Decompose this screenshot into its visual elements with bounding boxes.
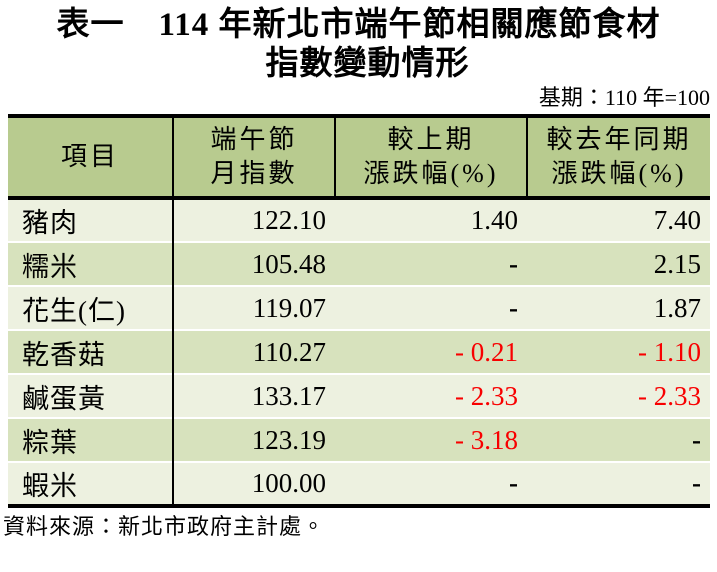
- table-row: 乾香菇 110.27 - 0.21 - 1.10: [8, 329, 710, 374]
- header-yoy-label-line1: 較去年同期: [546, 125, 692, 154]
- item-cell: 鹹蛋黃: [8, 373, 174, 418]
- yoy-cell: 2.15: [527, 241, 710, 286]
- yoy-cell: -: [527, 461, 710, 506]
- item-cell: 粽葉: [8, 417, 174, 462]
- table-row: 花生(仁) 119.07 - 1.87: [8, 285, 710, 330]
- header-row: 項目 端午節 月指數 較上期 漲跌幅(%) 較去年同期 漲跌幅(%): [8, 116, 710, 200]
- table-row: 蝦米 100.00 - -: [8, 461, 710, 506]
- table-title-line2: 指數變動情形: [265, 46, 470, 82]
- index-cell: 122.10: [251, 205, 326, 235]
- food-index-table: 項目 端午節 月指數 較上期 漲跌幅(%) 較去年同期 漲跌幅(%) 豬肉: [8, 114, 710, 508]
- yoy-cell: - 1.10: [527, 329, 710, 374]
- mom-cell: - 2.33: [335, 373, 527, 418]
- mom-cell: -: [335, 285, 527, 330]
- header-item-label: 項目: [60, 142, 119, 171]
- index-cell: 110.27: [173, 329, 335, 374]
- header-yoy-label-line2: 漲跌幅(%): [551, 159, 687, 188]
- mom-cell: - 0.21: [335, 329, 527, 374]
- mom-cell: - 3.18: [335, 417, 527, 462]
- table-title-line1: 表一 114 年新北市端午節相關應節食材: [56, 7, 661, 43]
- item-cell: 花生(仁): [8, 285, 174, 330]
- index-cell: 119.07: [173, 285, 335, 330]
- table-row: 粽葉 123.19 - 3.18 -: [8, 417, 710, 462]
- header-cell-mom: 較上期 漲跌幅(%): [335, 116, 528, 200]
- header-cell-item: 項目: [8, 116, 174, 200]
- index-cell: 105.48: [173, 241, 335, 286]
- table-row: 鹹蛋黃 133.17 - 2.33 - 2.33: [8, 373, 710, 418]
- header-mom-label-line2: 漲跌幅(%): [363, 159, 499, 188]
- index-cell: 100.00: [173, 461, 335, 506]
- item-cell: 蝦米: [8, 461, 174, 506]
- yoy-cell: -: [527, 417, 710, 462]
- index-cell: 123.19: [173, 417, 335, 462]
- mom-cell: 1.40: [470, 205, 518, 235]
- header-index-label-line2: 月指數: [210, 159, 298, 188]
- item-cell: 豬肉: [8, 198, 174, 242]
- header-mom-label-line1: 較上期: [387, 125, 475, 154]
- header-cell-index: 端午節 月指數: [173, 116, 336, 200]
- table-row: 糯米 105.48 - 2.15: [8, 241, 710, 286]
- table-header: 項目 端午節 月指數 較上期 漲跌幅(%) 較去年同期 漲跌幅(%): [8, 116, 710, 200]
- header-cell-yoy: 較去年同期 漲跌幅(%): [527, 116, 710, 200]
- base-period-note: 基期：110 年=100: [538, 85, 710, 110]
- header-index-label-line1: 端午節: [210, 125, 298, 154]
- mom-cell: -: [335, 461, 527, 506]
- yoy-cell: 1.87: [527, 285, 710, 330]
- table-title: 表一 114 年新北市端午節相關應節食材 指數變動情形: [0, 6, 717, 84]
- table-body: 豬肉 122.10 1.40 7.40 糯米 105.48 - 2.15 花生(…: [8, 198, 710, 506]
- mom-cell: -: [335, 241, 527, 286]
- index-cell: 133.17: [173, 373, 335, 418]
- yoy-cell: - 2.33: [527, 373, 710, 418]
- source-note: 資料來源：新北市政府主計處。: [3, 514, 326, 539]
- table-row: 豬肉 122.10 1.40 7.40: [8, 198, 710, 242]
- item-cell: 糯米: [8, 241, 174, 286]
- page: 表一 114 年新北市端午節相關應節食材 指數變動情形 基期：110 年=100…: [0, 6, 717, 572]
- yoy-cell: 7.40: [653, 205, 701, 235]
- item-cell: 乾香菇: [8, 329, 174, 374]
